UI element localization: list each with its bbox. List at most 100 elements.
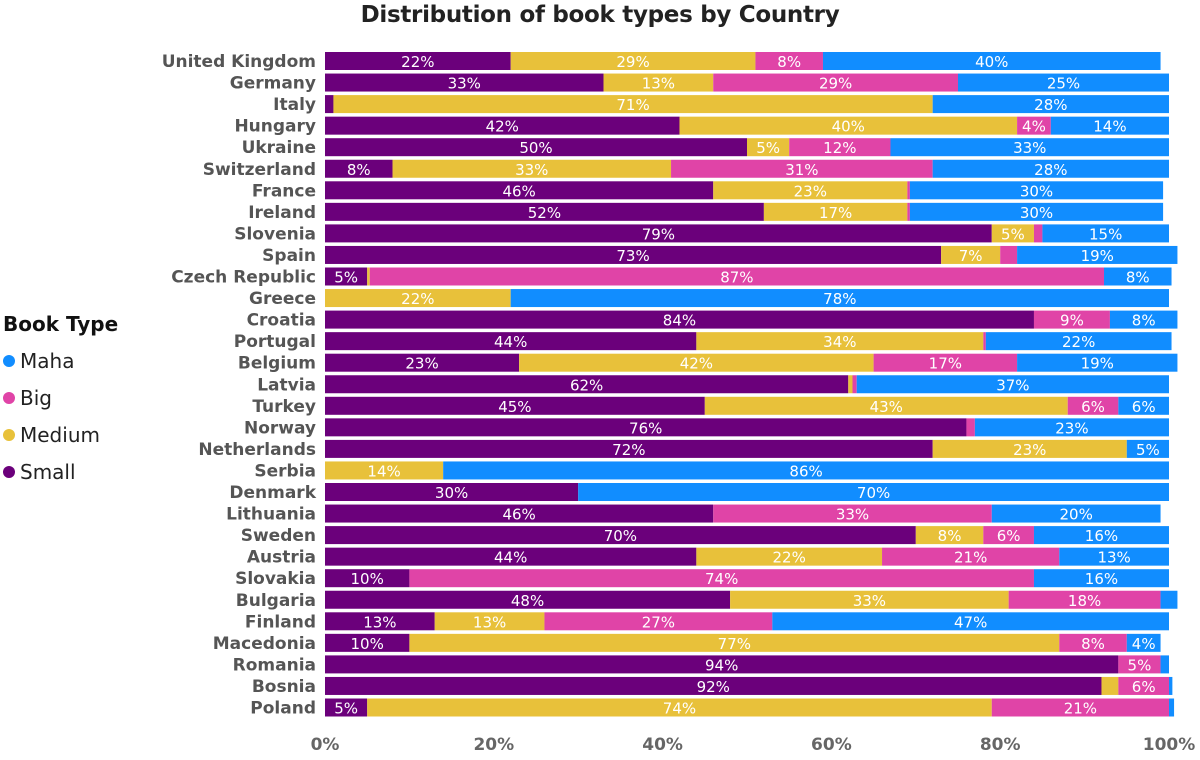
legend: Book Type Maha Big Medium Small: [3, 312, 118, 490]
bar-segment-small: [325, 396, 705, 415]
legend-item-medium[interactable]: Medium: [3, 416, 118, 453]
category-label: Austria: [247, 548, 316, 568]
data-label: 13%: [1097, 549, 1130, 567]
data-label: 6%: [997, 527, 1021, 545]
data-label: 30%: [1020, 182, 1053, 200]
bar-segment-small: [325, 375, 849, 394]
bar-segment-big: [1067, 396, 1119, 415]
data-label: 33%: [448, 75, 481, 93]
data-label: 12%: [823, 139, 856, 157]
data-label: 33%: [836, 506, 869, 524]
bar-segment-small: [325, 526, 916, 545]
bar-segment-medium: [991, 224, 1034, 243]
category-label: Belgium: [238, 354, 316, 374]
bar-segment-small: [325, 310, 1034, 329]
bar-segment-medium: [848, 375, 853, 394]
legend-dot-icon: [3, 428, 15, 441]
bar-segment-maha: [1169, 698, 1175, 717]
bar-segment-maha: [822, 52, 1161, 70]
bar-segment-big: [983, 526, 1034, 545]
data-label: 25%: [1047, 75, 1080, 93]
bar-segment-maha: [1126, 439, 1169, 458]
bar-segment-big: [1118, 655, 1161, 674]
bar-segment-maha: [909, 181, 1164, 200]
bar-segment-maha: [1160, 655, 1169, 674]
legend-label: Maha: [20, 348, 75, 373]
data-label: 34%: [823, 333, 856, 351]
category-label: Turkey: [252, 397, 316, 417]
bar-segment-small: [325, 418, 967, 437]
category-label: France: [252, 181, 316, 201]
data-label: 43%: [870, 398, 903, 416]
category-label: Hungary: [234, 117, 316, 137]
data-label: 4%: [1132, 635, 1156, 653]
data-label: 22%: [1062, 333, 1095, 351]
category-label: United Kingdom: [162, 52, 316, 72]
data-label: 74%: [663, 700, 696, 718]
bar-segment-small: [325, 159, 393, 178]
legend-dot-icon: [3, 391, 15, 404]
bar-segment-big: [671, 159, 933, 178]
legend-dot-icon: [3, 465, 15, 478]
data-label: 76%: [629, 419, 662, 437]
bar-segment-big: [755, 52, 823, 70]
legend-item-small[interactable]: Small: [3, 453, 118, 490]
category-label: Croatia: [247, 311, 316, 331]
category-label: Czech Republic: [171, 268, 316, 288]
data-label: 46%: [502, 182, 535, 200]
bar-segment-small: [325, 95, 334, 114]
data-label: 23%: [405, 355, 438, 373]
legend-item-maha[interactable]: Maha: [3, 342, 118, 379]
bar-segment-small: [325, 483, 579, 501]
data-label: 77%: [718, 635, 751, 653]
data-label: 23%: [1013, 441, 1046, 459]
bar-segment-big: [713, 504, 992, 523]
bar-segment-medium: [1101, 676, 1119, 695]
bar-segment-big: [852, 375, 857, 394]
bar-segment-small: [325, 224, 992, 243]
category-label: Norway: [244, 418, 316, 438]
bar-segment-small: [325, 633, 410, 652]
bar-segment-maha: [772, 612, 1169, 631]
bar-segment-medium: [603, 73, 714, 92]
legend-item-big[interactable]: Big: [3, 379, 118, 416]
bar-segment-maha: [1042, 224, 1169, 243]
bar-segment-maha: [1059, 547, 1169, 566]
bar-segment-big: [544, 612, 773, 631]
x-tick-label: 60%: [811, 735, 852, 755]
bar-segment-small: [325, 612, 435, 631]
data-label: 22%: [773, 549, 806, 567]
bar-segment-big: [1059, 633, 1127, 652]
x-tick-label: 0%: [311, 735, 340, 755]
bar-segment-small: [325, 439, 933, 458]
data-label: 4%: [1022, 118, 1046, 136]
bar-segment-maha: [991, 504, 1161, 523]
data-label: 45%: [498, 398, 531, 416]
legend-dot-icon: [3, 354, 15, 367]
data-label: 5%: [334, 269, 358, 287]
bar-segment-small: [325, 590, 731, 609]
data-label: 10%: [351, 570, 384, 588]
category-label: Poland: [250, 699, 316, 719]
chart-title: Distribution of book types by Country: [360, 2, 840, 28]
bar-segment-maha: [1126, 633, 1161, 652]
bar-segment-maha: [890, 138, 1169, 157]
bar-segment-small: [325, 245, 942, 264]
data-label: 6%: [1081, 398, 1105, 416]
category-label: Finland: [245, 612, 316, 632]
bar-segment-medium: [367, 698, 992, 717]
data-label: 33%: [515, 161, 548, 179]
bar-segment-medium: [747, 138, 790, 157]
data-label: 8%: [1126, 269, 1150, 287]
data-label: 18%: [1068, 592, 1101, 610]
category-label: Slovakia: [235, 569, 316, 589]
data-label: 74%: [705, 570, 738, 588]
category-label: Portugal: [234, 332, 316, 352]
bar-segment-medium: [696, 547, 883, 566]
bar-segment-medium: [519, 353, 874, 372]
bar-segment-medium: [713, 181, 908, 200]
bar-segment-big: [966, 418, 975, 437]
bar-segment-maha: [1118, 396, 1169, 415]
data-label: 13%: [642, 75, 675, 93]
